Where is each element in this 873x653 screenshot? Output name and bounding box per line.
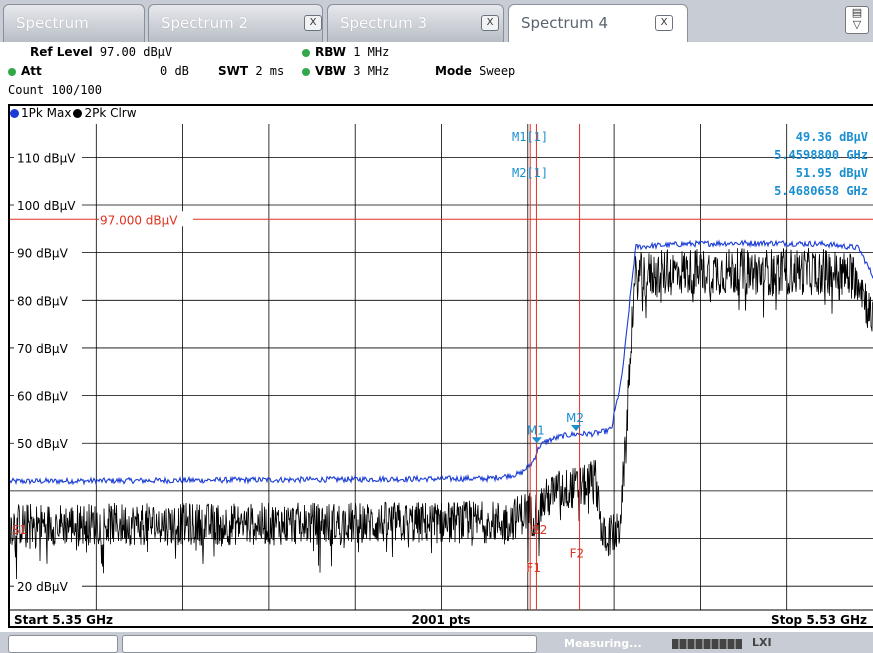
tab-spectrum-3[interactable]: Spectrum 3 X [327,4,504,42]
tab-label: Spectrum 4 [521,14,608,32]
measuring-status: Measuring... [564,637,642,650]
lxi-icon: LXI [752,636,772,649]
trace-1-legend: 1Pk Max [10,106,71,120]
close-tab-icon[interactable]: X [655,15,673,31]
window-layout-icon[interactable]: ▤ ▽ [845,6,869,34]
swt-setting[interactable]: SWT 2 ms [218,64,284,78]
trace-1-dot-icon [10,109,19,118]
att-value: 0 dB [160,64,189,78]
att-setting[interactable]: Att [8,64,42,78]
status-field-main [122,635,537,653]
rbw-value: 1 MHz [353,45,390,59]
trace-1-label: 1Pk Max [21,106,72,120]
vbw-value: 3 MHz [353,64,390,78]
status-dot-icon [302,48,310,57]
trace-2-legend: 2Pk Clrw [71,106,137,120]
att-label: Att [21,64,42,78]
ref-level-label: Ref Level [30,45,93,59]
trace-legend: 1Pk Max 2Pk Clrw [10,106,137,122]
tab-bar: Spectrum Spectrum 2 X Spectrum 3 X Spect… [0,0,873,43]
progress-bars-icon [672,639,742,649]
trace-2-label: 2Pk Clrw [84,106,137,120]
settings-panel: Ref Level 97.00 dBµV Att 0 dB Count 100/… [0,42,873,102]
status-dot-icon [8,67,16,76]
tab-spectrum-4[interactable]: Spectrum 4 X [508,4,688,43]
vbw-setting[interactable]: VBW 3 MHz [302,64,389,78]
tab-spectrum-2[interactable]: Spectrum 2 X [148,4,323,42]
swt-value: 2 ms [255,64,285,78]
status-field-left [8,635,118,653]
tab-label: Spectrum [16,14,89,32]
status-bar: Measuring... LXI [0,632,873,653]
vbw-label: VBW [315,64,347,78]
swt-label: SWT [218,64,249,78]
tab-label: Spectrum 3 [340,14,427,32]
close-tab-icon[interactable]: X [304,15,322,31]
close-tab-icon[interactable]: X [481,15,499,31]
mode-setting[interactable]: Mode Sweep [435,64,515,78]
mode-value: Sweep [479,64,516,78]
trace-2-dot-icon [73,109,83,118]
spectrum-diagram[interactable] [8,104,873,628]
status-dot-icon [302,67,310,76]
ref-level-value: 97.00 dBµV [99,45,173,59]
ref-level[interactable]: Ref Level 97.00 dBµV [30,45,172,59]
rbw-setting[interactable]: RBW 1 MHz [302,45,389,59]
count-text: Count 100/100 [8,83,102,97]
rbw-label: RBW [315,45,346,59]
tab-label: Spectrum 2 [161,14,248,32]
tab-spectrum[interactable]: Spectrum [3,4,145,42]
mode-label: Mode [435,64,472,78]
